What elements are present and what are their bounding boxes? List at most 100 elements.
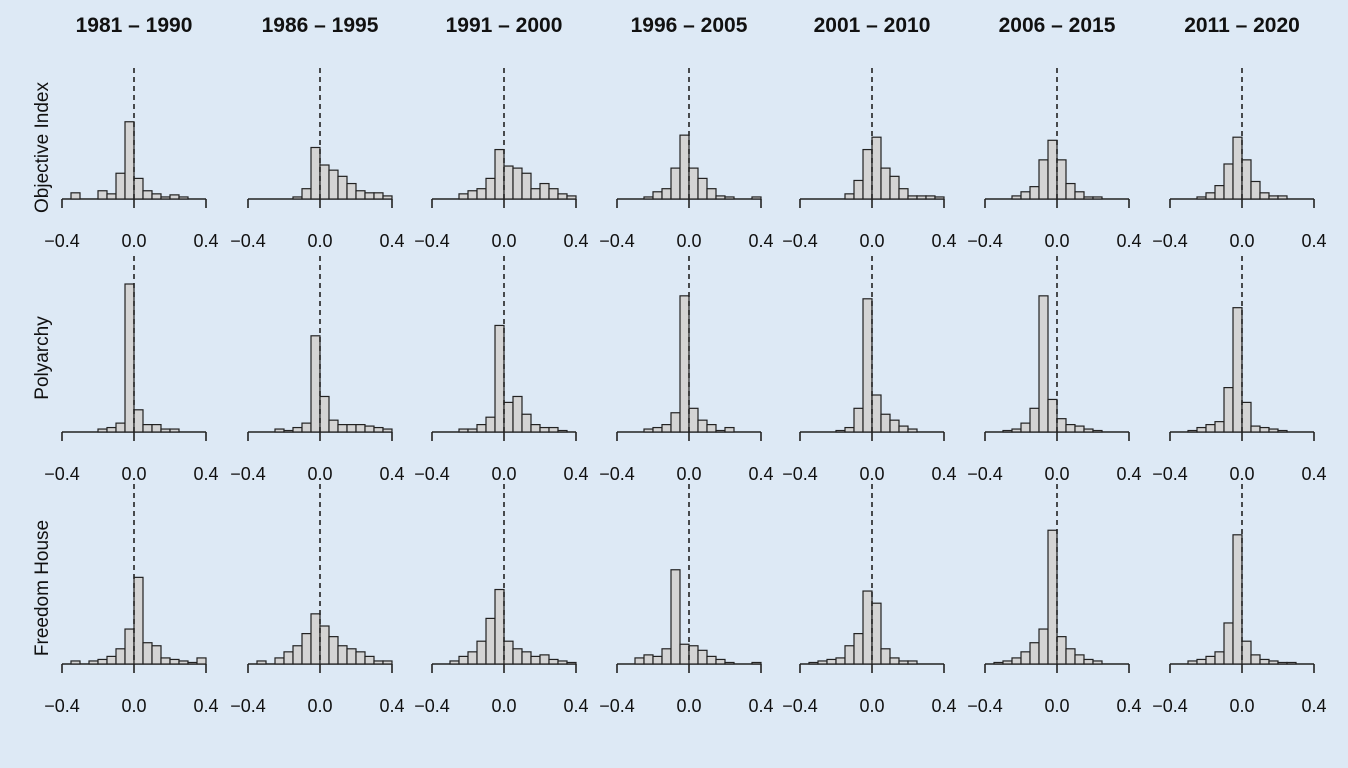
- histogram-bar: [751, 661, 762, 665]
- histogram-bar: [826, 658, 837, 665]
- histogram-bar: [1277, 661, 1288, 665]
- histogram-bar: [652, 191, 663, 200]
- histogram-bar: [106, 426, 117, 433]
- x-tick-label: 0.0: [491, 231, 516, 251]
- x-tick-label: 0.0: [121, 231, 146, 251]
- histogram-bar: [661, 424, 672, 433]
- histogram-bar: [382, 195, 393, 200]
- histogram-panel: −0.4 0.0 0.4: [44, 68, 219, 251]
- histogram-bar: [634, 657, 645, 665]
- histogram-bar: [467, 428, 478, 433]
- x-tick-label: 0.4: [379, 696, 404, 716]
- x-tick-label: 0.4: [931, 696, 956, 716]
- histogram-bar: [1268, 428, 1279, 433]
- x-tick-label: −0.4: [44, 464, 80, 484]
- histogram-bar: [1047, 529, 1058, 665]
- histogram-bar: [724, 196, 735, 200]
- histogram-bar: [539, 426, 550, 433]
- histogram-bar: [142, 190, 153, 200]
- histogram-bar: [160, 428, 171, 433]
- x-tick-label: −0.4: [599, 696, 635, 716]
- histogram-panel: −0.4 0.0 0.4: [414, 256, 589, 484]
- histogram-bar: [1065, 424, 1076, 433]
- histogram-bar: [1074, 191, 1085, 200]
- histogram-panel: −0.4 0.0 0.4: [414, 68, 589, 251]
- histogram-bar: [679, 643, 690, 665]
- histogram-bar: [458, 193, 469, 200]
- histogram-bar: [97, 190, 108, 200]
- histogram-bar: [1259, 658, 1270, 665]
- histogram-bar: [715, 658, 726, 665]
- x-tick-label: 0.4: [563, 696, 588, 716]
- histogram-bar: [382, 660, 393, 665]
- histogram-bar: [1250, 180, 1261, 200]
- histogram-bar: [643, 196, 654, 200]
- x-tick-label: −0.4: [414, 696, 450, 716]
- histogram-bar: [133, 409, 144, 433]
- histogram-bar: [871, 394, 882, 433]
- histogram-bar: [133, 576, 144, 665]
- histogram-panel: −0.4 0.0 0.4: [1152, 256, 1327, 484]
- histogram-bar: [993, 661, 1004, 665]
- x-tick-label: 0.0: [676, 464, 701, 484]
- histogram-bar: [1187, 660, 1198, 665]
- histogram-bar: [458, 655, 469, 665]
- histogram-bar: [283, 651, 294, 665]
- histogram-bar: [1187, 429, 1198, 433]
- histogram-bar: [106, 193, 117, 200]
- x-tick-label: 0.4: [563, 231, 588, 251]
- x-tick-label: 0.4: [193, 464, 218, 484]
- column-title: 1991 – 2000: [446, 14, 563, 37]
- histogram-bar: [449, 660, 460, 665]
- histogram-bar: [310, 335, 321, 433]
- histogram-bar: [494, 148, 505, 200]
- column-title: 2001 – 2010: [814, 14, 931, 37]
- histogram-bar: [557, 193, 568, 200]
- x-tick-label: −0.4: [782, 696, 818, 716]
- histogram-panel: −0.4 0.0 0.4: [414, 484, 589, 716]
- histogram-bar: [724, 661, 735, 665]
- x-tick-label: −0.4: [599, 231, 635, 251]
- histogram-bar: [853, 179, 864, 200]
- x-tick-label: 0.4: [379, 231, 404, 251]
- histogram-bar: [566, 661, 577, 665]
- x-tick-label: 0.4: [931, 464, 956, 484]
- histogram-bar: [485, 177, 496, 200]
- histogram-bar: [652, 426, 663, 433]
- histogram-bar: [355, 190, 366, 200]
- histogram-bar: [1011, 657, 1022, 665]
- histogram-bar: [346, 182, 357, 200]
- histogram-panel: −0.4 0.0 0.4: [782, 484, 957, 716]
- histogram-bar: [503, 640, 514, 665]
- column-title: 2011 – 2020: [1184, 14, 1300, 37]
- x-tick-label: 0.4: [748, 696, 773, 716]
- histogram-bar: [328, 419, 339, 433]
- x-tick-label: 0.0: [491, 696, 516, 716]
- histogram-bar: [907, 660, 918, 665]
- x-tick-label: 0.0: [676, 231, 701, 251]
- histogram-bar: [1065, 648, 1076, 665]
- histogram-bar: [844, 193, 855, 200]
- histogram-bar: [274, 657, 285, 665]
- histogram-panel: −0.4 0.0 0.4: [967, 256, 1142, 484]
- histogram-bar: [503, 165, 514, 200]
- histogram-bar: [337, 175, 348, 200]
- histogram-bar: [319, 625, 330, 665]
- histogram-bar: [670, 569, 681, 665]
- histogram-panel: −0.4 0.0 0.4: [230, 484, 405, 716]
- histogram-bar: [337, 645, 348, 665]
- histogram-bar: [328, 636, 339, 665]
- histogram-bar: [476, 640, 487, 665]
- histogram-bar: [1029, 407, 1040, 433]
- histogram-bar: [364, 192, 375, 200]
- histogram-bar: [1083, 428, 1094, 433]
- histogram-bar: [871, 136, 882, 200]
- histogram-bar: [133, 177, 144, 200]
- histogram-bar: [485, 416, 496, 433]
- histogram-bar: [1259, 192, 1270, 200]
- histogram-bar: [907, 428, 918, 433]
- histogram-bar: [835, 429, 846, 433]
- x-tick-label: 0.0: [307, 231, 332, 251]
- x-tick-label: 0.4: [748, 464, 773, 484]
